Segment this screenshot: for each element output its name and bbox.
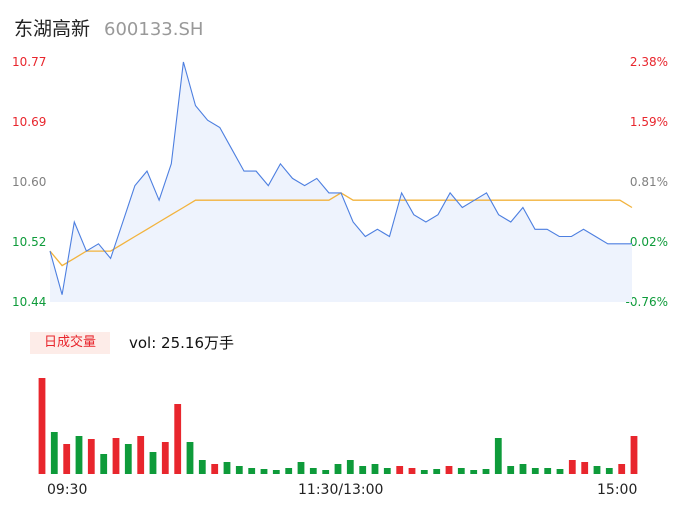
volume-bar [309,468,317,474]
percent-tick-label: 2.38% [629,55,668,69]
stock-code: 600133.SH [104,19,204,40]
volume-bar [359,466,367,474]
volume-bar [371,464,379,474]
volume-bar [161,442,169,474]
price-tick-label: 10.44 [12,295,47,309]
volume-bar [124,444,132,474]
volume-bar [198,460,206,474]
volume-bar [470,470,478,474]
volume-bar [260,469,268,474]
volume-bar [507,466,515,474]
volume-bar [87,439,95,474]
intraday-price-chart [49,61,633,302]
volume-bar [445,466,453,474]
volume-bar [457,468,465,474]
volume-bar [383,468,391,474]
volume-bar [186,442,194,474]
volume-bar [322,470,330,474]
volume-bar [420,470,428,474]
volume-bar [137,436,145,474]
volume-bar [334,464,342,474]
volume-bar [149,452,157,474]
volume-bar [272,470,280,474]
volume-bar [556,469,564,474]
volume-bar [223,462,231,474]
volume-bar [618,464,626,474]
volume-bar [568,460,576,474]
volume-bar [211,464,219,474]
volume-bar [346,460,354,474]
volume-bar [605,468,613,474]
price-tick-label: 10.77 [12,55,47,69]
stock-header: 东湖高新 600133.SH [14,14,203,40]
time-tick-close: 15:00 [597,482,638,498]
percent-tick-label: -0.76% [625,295,668,309]
volume-readout: vol: 25.16万手 [129,334,234,352]
time-tick-midday: 11:30/13:00 [298,482,384,498]
price-tick-label: 10.69 [12,115,47,129]
volume-bar [531,468,539,474]
time-tick-open: 09:30 [47,482,88,498]
volume-bar [593,466,601,474]
volume-bar [174,404,182,474]
volume-bar [519,464,527,474]
percent-tick-label: 0.02% [629,235,668,249]
volume-bar [544,468,552,474]
volume-bar [75,436,83,474]
volume-bar-chart [38,378,638,474]
price-tick-label: 10.60 [12,175,47,189]
daily-volume-tab[interactable]: 日成交量 [30,332,110,354]
volume-bar [630,436,638,474]
price-line [49,61,632,295]
volume-bar [63,444,71,474]
stock-name: 东湖高新 [14,18,91,40]
volume-bar [112,438,120,474]
volume-bar [100,454,108,474]
price-tick-label: 10.52 [12,235,47,249]
volume-bar [235,466,243,474]
volume-bar [494,438,502,474]
volume-bar [38,378,46,474]
percent-tick-label: 1.59% [629,115,668,129]
percent-tick-label: 0.81% [629,175,668,189]
volume-bar [433,469,441,474]
volume-bar [396,466,404,474]
volume-bar [50,432,58,474]
volume-bar [248,468,256,474]
volume-bar [408,468,416,474]
price-area-fill [50,62,632,302]
volume-bar [482,469,490,474]
volume-bar [581,462,589,474]
volume-bar [285,468,293,474]
volume-bar [297,462,305,474]
